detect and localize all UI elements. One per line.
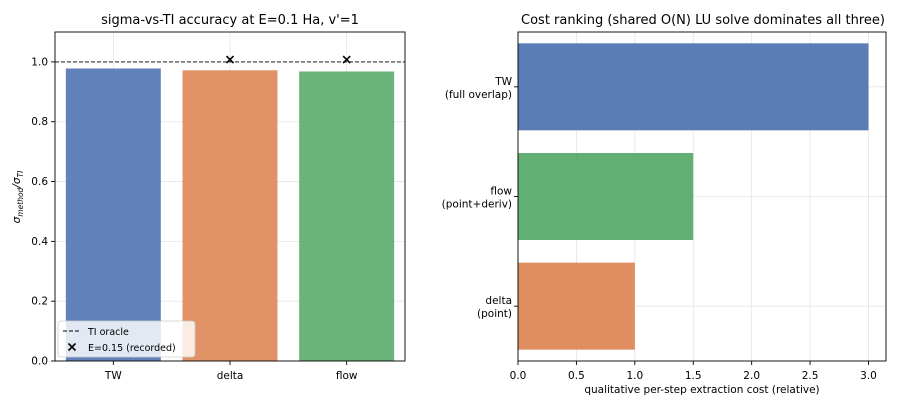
y-tick-label: 0.8 [31, 116, 48, 128]
x-tick-label: 2.0 [743, 370, 760, 382]
x-tick-label: 0.0 [510, 370, 527, 382]
bar-delta [518, 262, 635, 350]
bar-delta [182, 70, 278, 362]
x-tick-label: 1.5 [685, 370, 702, 382]
x-tick-label: 3.0 [860, 370, 877, 382]
y-tick-label: TW (full overlap) [445, 76, 513, 101]
legend-recorded-marker-swatch [67, 342, 77, 352]
x-tick-label: 0.5 [568, 370, 585, 382]
legend-ti-oracle-label: TI oracle [87, 327, 129, 338]
y-tick-label: 0.0 [31, 356, 48, 368]
accuracy-x-ticks: TW delta flow [104, 361, 358, 382]
accuracy-bars [65, 68, 395, 362]
legend-box [57, 320, 196, 358]
cost-bars [518, 43, 869, 350]
y-tick-label: delta (point) [477, 295, 512, 320]
accuracy-y-ticks: 0.0 0.2 0.4 0.6 0.8 1.0 [31, 56, 55, 368]
y-tick-label: flow (point+deriv) [442, 186, 513, 211]
accuracy-legend: TI oracle E=0.15 (recorded) [57, 320, 196, 358]
x-tick-label: 1.0 [626, 370, 643, 382]
cost-y-ticks: delta (point) flow (point+deriv) TW (full ove… [442, 76, 518, 320]
cost-x-ticks: 0.0 0.5 1.0 1.5 2.0 2.5 3.0 [510, 361, 877, 382]
y-tick-label: 0.2 [31, 296, 48, 308]
cost-x-axis-label: qualitative per-step extraction cost (re… [584, 384, 819, 396]
accuracy-y-axis-label: σmethod/σTI [11, 170, 25, 223]
x-tick-label: flow [336, 370, 358, 382]
accuracy-chart-title: sigma-vs-TI accuracy at E=0.1 Ha, v'=1 [101, 13, 359, 28]
x-tick-label: delta [217, 370, 244, 382]
cost-chart-title: Cost ranking (shared O(N) LU solve domin… [521, 13, 885, 28]
bar-flow [299, 71, 395, 361]
x-tick-label: TW [104, 370, 122, 382]
x-tick-label: 2.5 [802, 370, 819, 382]
y-tick-label: 1.0 [31, 56, 48, 68]
legend-recorded-label: E=0.15 (recorded) [88, 343, 176, 354]
bar-tw [518, 43, 869, 131]
bar-tw [65, 68, 161, 362]
recorded-marker-flow [342, 55, 351, 64]
recorded-marker-delta [225, 55, 235, 64]
y-tick-label: 0.4 [31, 236, 48, 248]
recorded-markers [225, 55, 351, 64]
accuracy-chart: 0.0 0.2 0.4 0.6 0.8 1.0 TW delta flow sigma-vs-… [11, 13, 406, 382]
cost-chart: 0.0 0.5 1.0 1.5 2.0 2.5 3.0 delta (point) flow (p… [442, 13, 887, 396]
bar-flow [518, 153, 694, 240]
y-tick-label: 0.6 [31, 176, 48, 188]
